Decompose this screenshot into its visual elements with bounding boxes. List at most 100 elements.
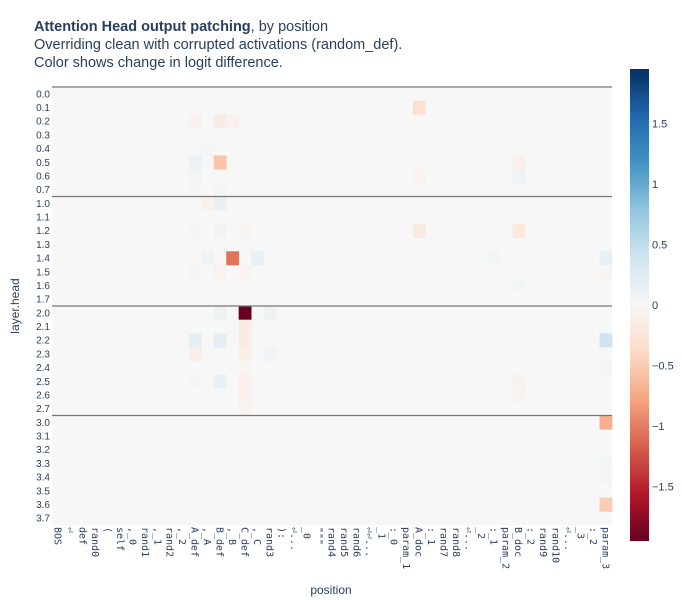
y-tick-label: 2.2 <box>36 336 50 347</box>
y-tick-label: 3.2 <box>36 445 50 456</box>
y-tick-label: 2.0 <box>36 308 50 319</box>
heatmap-cell <box>263 347 277 362</box>
x-axis-title: position <box>310 583 351 597</box>
heatmap-cell <box>512 374 526 389</box>
y-tick-label: 2.7 <box>36 404 50 415</box>
y-tick-label: 0.4 <box>36 144 50 155</box>
y-tick-label: 3.4 <box>36 473 50 484</box>
heatmap-cell <box>213 306 227 321</box>
x-tick-label: B_doc <box>512 527 523 557</box>
heatmap-cell <box>512 223 526 238</box>
title-main: Attention Head output patching <box>34 19 251 35</box>
x-tick-label: def <box>77 527 88 545</box>
heatmap-cell <box>238 237 252 252</box>
y-tick-label: 1.0 <box>36 199 50 210</box>
heatmap-cell <box>213 196 227 211</box>
x-tick-label: C_def <box>238 527 249 557</box>
x-tick-label: :_1 <box>487 527 498 545</box>
y-tick-label: 3.5 <box>36 486 50 497</box>
y-tick-label: 1.2 <box>36 226 50 237</box>
heatmap-cell <box>599 360 613 375</box>
heatmap-cells <box>188 100 613 512</box>
x-tick-label: ,_2 <box>176 527 187 545</box>
y-axis-title: layer.head <box>8 278 22 333</box>
x-tick-label: """ <box>313 527 324 545</box>
y-tick-label: 2.1 <box>36 322 50 333</box>
y-tick-label: 2.5 <box>36 377 50 388</box>
y-tick-label: 2.3 <box>36 349 50 360</box>
heatmap-cell <box>238 388 252 403</box>
y-tick-label: 1.1 <box>36 213 50 224</box>
heatmap-cell <box>412 223 426 238</box>
heatmap-cell <box>226 114 240 129</box>
colorbar-ticks: 1.5 1 0.5 0 −0.5 −1 −1.5 <box>652 118 674 493</box>
heatmap-cell <box>213 374 227 389</box>
heatmap-cell <box>238 319 252 334</box>
x-tick-label: ⏎... <box>562 527 573 551</box>
heatmap-cell <box>188 169 202 184</box>
x-tick-label: :_0 <box>388 527 399 545</box>
x-tick-label: rand10 <box>550 527 561 563</box>
y-tick-label: 0.6 <box>36 171 50 182</box>
colorbar-tick-label: 0 <box>652 300 658 312</box>
x-tick-label: ⏎... <box>288 527 299 551</box>
heatmap-cell <box>188 223 202 238</box>
y-tick-label: 3.0 <box>36 418 50 429</box>
x-tick-label: ,_B <box>226 527 237 545</box>
heatmap-cell <box>599 456 613 471</box>
heatmap-cell <box>201 196 215 211</box>
x-tick-label: ( <box>102 527 113 533</box>
y-tick-label: 0.0 <box>36 89 50 100</box>
y-tick-label: 2.6 <box>36 390 50 401</box>
heatmap-cell <box>599 251 613 266</box>
y-tick-label: 1.3 <box>36 240 50 251</box>
heatmap-cell <box>201 251 215 266</box>
title-suffix: , by position <box>250 19 329 35</box>
heatmap-cell <box>213 223 227 238</box>
y-tick-label: 3.6 <box>36 500 50 511</box>
heatmap-cell <box>188 333 202 348</box>
heatmap-cell <box>263 306 277 321</box>
title-line: Attention Head output patching, by posit… <box>34 18 402 36</box>
y-tick-label: 0.3 <box>36 130 50 141</box>
heatmap-cell <box>599 470 613 485</box>
colorbar-tick-label: 1 <box>652 179 658 191</box>
y-tick-label: 1.6 <box>36 281 50 292</box>
x-tick-label: ⏎⏎... <box>363 527 374 557</box>
x-tick-labels: BOS ⏎ def rand0(self ,_0 rand1 ,_1 rand2 ,_2 A_de… <box>52 527 611 569</box>
colorbar-tick-label: 0.5 <box>652 239 667 251</box>
heatmap-cell <box>188 114 202 129</box>
y-tick-label: 3.3 <box>36 459 50 470</box>
y-tick-label: 1.7 <box>36 295 50 306</box>
x-tick-label: rand1 <box>139 527 150 557</box>
y-tick-label: 1.5 <box>36 267 50 278</box>
y-tick-label: 0.1 <box>36 103 50 114</box>
heatmap-cell <box>213 155 227 170</box>
x-tick-label: ,_A <box>201 527 212 545</box>
x-tick-label: BOS <box>52 527 63 545</box>
heatmap-cell <box>512 169 526 184</box>
chart-title: Attention Head output patching, by posit… <box>34 18 402 72</box>
colorbar-tick-label: 1.5 <box>652 118 667 130</box>
heatmap-cell <box>412 169 426 184</box>
heatmap-cell <box>251 251 264 266</box>
x-tick-label: rand2 <box>164 527 175 557</box>
x-tick-label: _1 <box>375 527 386 539</box>
x-tick-label: _0 <box>301 527 312 539</box>
x-tick-label: param_1 <box>400 527 411 569</box>
heatmap-cell <box>188 182 202 197</box>
heatmap-cell <box>238 333 252 348</box>
heatmap-cell <box>238 374 252 389</box>
x-tick-label: A_def <box>189 527 200 557</box>
x-tick-label: ⏎ <box>64 527 75 533</box>
heatmap-cell <box>213 114 227 129</box>
x-tick-label: B_def <box>214 527 225 557</box>
y-tick-label: 2.4 <box>36 363 50 374</box>
colorbar-tick-label: −1.5 <box>652 482 674 494</box>
x-tick-label: :_2 <box>587 527 598 545</box>
x-tick-label: rand6 <box>350 527 361 557</box>
heatmap-cell <box>512 388 526 403</box>
colorbar <box>630 69 649 541</box>
x-tick-label: ,_0 <box>126 527 137 545</box>
heatmap-cell <box>188 155 202 170</box>
